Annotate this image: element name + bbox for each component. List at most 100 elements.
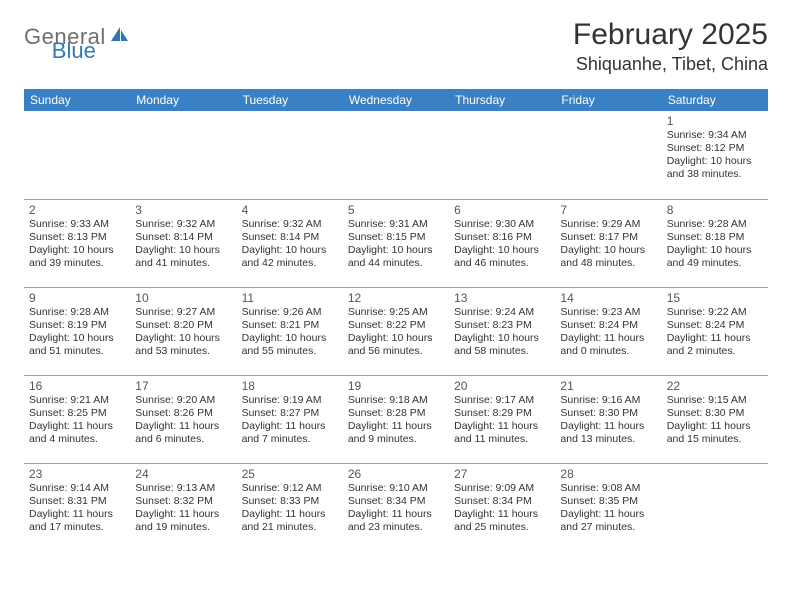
day-cell: 28Sunrise: 9:08 AMSunset: 8:35 PMDayligh… — [555, 463, 661, 551]
sunrise-text: Sunrise: 9:25 AM — [348, 306, 444, 319]
sunrise-text: Sunrise: 9:14 AM — [29, 482, 125, 495]
sunrise-text: Sunrise: 9:20 AM — [135, 394, 231, 407]
sunset-text: Sunset: 8:15 PM — [348, 231, 444, 244]
empty-cell — [343, 111, 449, 199]
empty-cell — [24, 111, 130, 199]
weekday-header-row: Sunday Monday Tuesday Wednesday Thursday… — [24, 89, 768, 111]
sunrise-text: Sunrise: 9:28 AM — [667, 218, 763, 231]
day-cell: 9Sunrise: 9:28 AMSunset: 8:19 PMDaylight… — [24, 287, 130, 375]
day-number: 5 — [348, 203, 444, 217]
day-number: 23 — [29, 467, 125, 481]
daylight-text: Daylight: 10 hours — [242, 332, 338, 345]
day-cell: 23Sunrise: 9:14 AMSunset: 8:31 PMDayligh… — [24, 463, 130, 551]
logo: General Blue — [24, 18, 174, 50]
sunrise-text: Sunrise: 9:21 AM — [29, 394, 125, 407]
sunrise-text: Sunrise: 9:15 AM — [667, 394, 763, 407]
weekday-header: Saturday — [662, 89, 768, 111]
weekday-header: Friday — [555, 89, 661, 111]
daylight-text: Daylight: 10 hours — [348, 244, 444, 257]
sunrise-text: Sunrise: 9:19 AM — [242, 394, 338, 407]
daylight-text: and 17 minutes. — [29, 521, 125, 534]
daylight-text: and 53 minutes. — [135, 345, 231, 358]
sunset-text: Sunset: 8:19 PM — [29, 319, 125, 332]
daylight-text: and 15 minutes. — [667, 433, 763, 446]
day-cell: 19Sunrise: 9:18 AMSunset: 8:28 PMDayligh… — [343, 375, 449, 463]
sunrise-text: Sunrise: 9:09 AM — [454, 482, 550, 495]
sunset-text: Sunset: 8:13 PM — [29, 231, 125, 244]
daylight-text: and 46 minutes. — [454, 257, 550, 270]
day-cell: 16Sunrise: 9:21 AMSunset: 8:25 PMDayligh… — [24, 375, 130, 463]
day-cell: 8Sunrise: 9:28 AMSunset: 8:18 PMDaylight… — [662, 199, 768, 287]
sunset-text: Sunset: 8:18 PM — [667, 231, 763, 244]
day-cell: 27Sunrise: 9:09 AMSunset: 8:34 PMDayligh… — [449, 463, 555, 551]
sunrise-text: Sunrise: 9:30 AM — [454, 218, 550, 231]
daylight-text: and 51 minutes. — [29, 345, 125, 358]
day-cell: 22Sunrise: 9:15 AMSunset: 8:30 PMDayligh… — [662, 375, 768, 463]
day-cell: 2Sunrise: 9:33 AMSunset: 8:13 PMDaylight… — [24, 199, 130, 287]
day-cell: 26Sunrise: 9:10 AMSunset: 8:34 PMDayligh… — [343, 463, 449, 551]
day-number: 19 — [348, 379, 444, 393]
daylight-text: Daylight: 11 hours — [560, 420, 656, 433]
daylight-text: Daylight: 11 hours — [348, 420, 444, 433]
daylight-text: and 38 minutes. — [667, 168, 763, 181]
daylight-text: and 11 minutes. — [454, 433, 550, 446]
daylight-text: Daylight: 10 hours — [560, 244, 656, 257]
daylight-text: Daylight: 11 hours — [667, 420, 763, 433]
day-cell: 24Sunrise: 9:13 AMSunset: 8:32 PMDayligh… — [130, 463, 236, 551]
day-cell: 11Sunrise: 9:26 AMSunset: 8:21 PMDayligh… — [237, 287, 343, 375]
calendar-table: Sunday Monday Tuesday Wednesday Thursday… — [24, 89, 768, 551]
daylight-text: Daylight: 10 hours — [667, 155, 763, 168]
day-cell: 1Sunrise: 9:34 AMSunset: 8:12 PMDaylight… — [662, 111, 768, 199]
day-cell: 17Sunrise: 9:20 AMSunset: 8:26 PMDayligh… — [130, 375, 236, 463]
daylight-text: and 42 minutes. — [242, 257, 338, 270]
sunrise-text: Sunrise: 9:27 AM — [135, 306, 231, 319]
sunset-text: Sunset: 8:12 PM — [667, 142, 763, 155]
daylight-text: Daylight: 10 hours — [454, 244, 550, 257]
weekday-header: Tuesday — [237, 89, 343, 111]
title-block: February 2025 Shiquanhe, Tibet, China — [573, 18, 768, 75]
sunrise-text: Sunrise: 9:32 AM — [242, 218, 338, 231]
sunset-text: Sunset: 8:31 PM — [29, 495, 125, 508]
empty-cell — [449, 111, 555, 199]
sunset-text: Sunset: 8:17 PM — [560, 231, 656, 244]
sunrise-text: Sunrise: 9:18 AM — [348, 394, 444, 407]
daylight-text: Daylight: 11 hours — [135, 420, 231, 433]
sunset-text: Sunset: 8:32 PM — [135, 495, 231, 508]
sunset-text: Sunset: 8:27 PM — [242, 407, 338, 420]
sunrise-text: Sunrise: 9:08 AM — [560, 482, 656, 495]
daylight-text: and 56 minutes. — [348, 345, 444, 358]
day-cell: 5Sunrise: 9:31 AMSunset: 8:15 PMDaylight… — [343, 199, 449, 287]
daylight-text: and 19 minutes. — [135, 521, 231, 534]
day-number: 25 — [242, 467, 338, 481]
day-number: 6 — [454, 203, 550, 217]
day-number: 12 — [348, 291, 444, 305]
daylight-text: and 25 minutes. — [454, 521, 550, 534]
sunrise-text: Sunrise: 9:23 AM — [560, 306, 656, 319]
sunrise-text: Sunrise: 9:10 AM — [348, 482, 444, 495]
daylight-text: Daylight: 11 hours — [29, 420, 125, 433]
location-label: Shiquanhe, Tibet, China — [573, 54, 768, 75]
sunset-text: Sunset: 8:24 PM — [560, 319, 656, 332]
daylight-text: and 58 minutes. — [454, 345, 550, 358]
day-number: 21 — [560, 379, 656, 393]
day-cell: 7Sunrise: 9:29 AMSunset: 8:17 PMDaylight… — [555, 199, 661, 287]
day-number: 8 — [667, 203, 763, 217]
daylight-text: Daylight: 11 hours — [454, 420, 550, 433]
sunrise-text: Sunrise: 9:28 AM — [29, 306, 125, 319]
daylight-text: and 41 minutes. — [135, 257, 231, 270]
weekday-header: Sunday — [24, 89, 130, 111]
daylight-text: Daylight: 11 hours — [454, 508, 550, 521]
calendar-row: 9Sunrise: 9:28 AMSunset: 8:19 PM Daylight… — [24, 287, 768, 375]
day-number: 24 — [135, 467, 231, 481]
sunrise-text: Sunrise: 9:24 AM — [454, 306, 550, 319]
daylight-text: Daylight: 11 hours — [560, 332, 656, 345]
logo-sail-icon — [110, 25, 130, 48]
day-cell: 14Sunrise: 9:23 AMSunset: 8:24 PMDayligh… — [555, 287, 661, 375]
day-number: 9 — [29, 291, 125, 305]
sunset-text: Sunset: 8:26 PM — [135, 407, 231, 420]
day-cell: 12Sunrise: 9:25 AMSunset: 8:22 PMDayligh… — [343, 287, 449, 375]
day-number: 10 — [135, 291, 231, 305]
daylight-text: and 0 minutes. — [560, 345, 656, 358]
day-cell: 18Sunrise: 9:19 AMSunset: 8:27 PMDayligh… — [237, 375, 343, 463]
sunset-text: Sunset: 8:30 PM — [667, 407, 763, 420]
